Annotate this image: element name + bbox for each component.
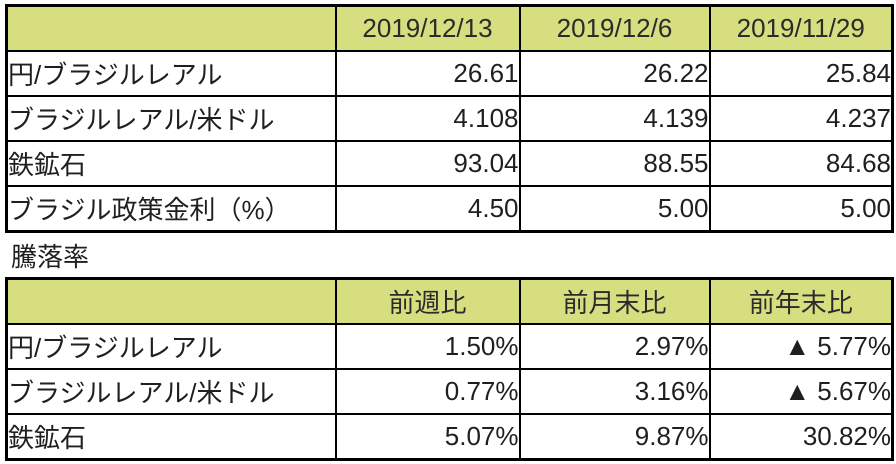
table1-row3-label: 鉄鉱石 [5, 140, 337, 187]
table2-row2-label: ブラジルレアル/米ドル [5, 368, 337, 415]
table1-row4-value1: 4.50 [334, 185, 521, 233]
table2-row1-value3: ▲ 5.77% [708, 323, 894, 370]
table1-row4-value3: 5.00 [708, 185, 894, 233]
table1-row4-label: ブラジル政策金利（%） [5, 185, 337, 233]
table1-row3-value2: 88.55 [518, 140, 711, 187]
table2-corner-cell [5, 277, 337, 325]
table2-row3-value3: 30.82% [708, 413, 894, 461]
table1-header-row: 2019/12/13 2019/12/6 2019/11/29 [5, 4, 894, 52]
table1-row1-label: 円/ブラジルレアル [5, 50, 337, 97]
table1-row3-value3: 84.68 [708, 140, 894, 187]
table-row: 円/ブラジルレアル 1.50% 2.97% ▲ 5.77% [5, 323, 894, 370]
table1-row4-value2: 5.00 [518, 185, 711, 233]
table2-header-weekly: 前週比 [334, 277, 521, 325]
table1-row1-value2: 26.22 [518, 50, 711, 97]
table2-header-monthly: 前月末比 [518, 277, 711, 325]
table2-row1-value2: 2.97% [518, 323, 711, 370]
table2-row2-value2: 3.16% [518, 368, 711, 415]
table1-row2-value1: 4.108 [334, 95, 521, 142]
table1-corner-cell [5, 4, 337, 52]
change-rate-table: 前週比 前月末比 前年末比 円/ブラジルレアル 1.50% 2.97% ▲ 5.… [5, 277, 894, 461]
table2-row1-value1: 1.50% [334, 323, 521, 370]
table-row: 鉄鉱石 5.07% 9.87% 30.82% [5, 413, 894, 461]
table1-row2-label: ブラジルレアル/米ドル [5, 95, 337, 142]
table2-header-yearly: 前年末比 [708, 277, 894, 325]
table2-row2-value1: 0.77% [334, 368, 521, 415]
table-row: ブラジル政策金利（%） 4.50 5.00 5.00 [5, 185, 894, 233]
table1-header-date-3: 2019/11/29 [708, 4, 894, 52]
table-row: 鉄鉱石 93.04 88.55 84.68 [5, 140, 894, 187]
section-label-change-rate: 騰落率 [11, 241, 90, 272]
table1-row2-value3: 4.237 [708, 95, 894, 142]
table1-header-date-2: 2019/12/6 [518, 4, 711, 52]
table-row: ブラジルレアル/米ドル 0.77% 3.16% ▲ 5.67% [5, 368, 894, 415]
table1-row1-value3: 25.84 [708, 50, 894, 97]
table1-row2-value2: 4.139 [518, 95, 711, 142]
table2-row1-label: 円/ブラジルレアル [5, 323, 337, 370]
table1-row3-value1: 93.04 [334, 140, 521, 187]
table2-header-row: 前週比 前月末比 前年末比 [5, 277, 894, 325]
table2-row3-value1: 5.07% [334, 413, 521, 461]
table2-row2-value3: ▲ 5.67% [708, 368, 894, 415]
market-values-table: 2019/12/13 2019/12/6 2019/11/29 円/ブラジルレア… [5, 4, 894, 233]
table2-row3-label: 鉄鉱石 [5, 413, 337, 461]
table1-row1-value1: 26.61 [334, 50, 521, 97]
table2-row3-value2: 9.87% [518, 413, 711, 461]
table-row: 円/ブラジルレアル 26.61 26.22 25.84 [5, 50, 894, 97]
table-row: ブラジルレアル/米ドル 4.108 4.139 4.237 [5, 95, 894, 142]
table1-header-date-1: 2019/12/13 [334, 4, 521, 52]
